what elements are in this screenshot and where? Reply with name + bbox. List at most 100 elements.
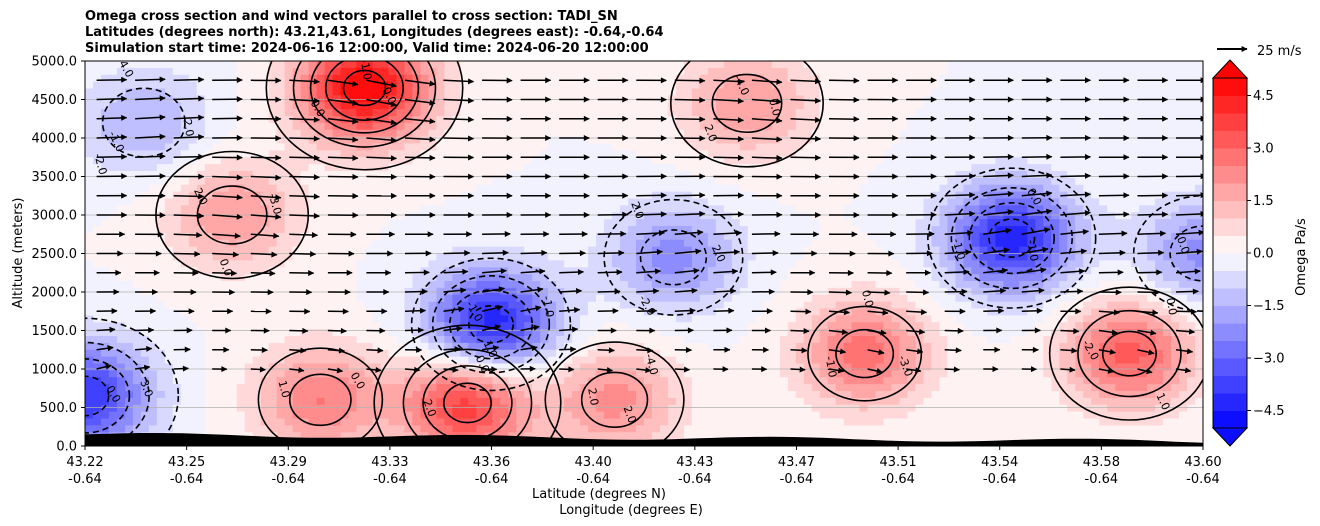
heatmap-cell xyxy=(739,129,749,138)
heatmap-cell xyxy=(252,184,262,193)
heatmap-cell xyxy=(971,81,980,90)
heatmap-cell xyxy=(915,219,925,227)
heatmap-cell xyxy=(452,122,461,131)
heatmap-cell xyxy=(1059,157,1068,165)
heatmap-cell xyxy=(979,129,988,138)
heatmap-cell xyxy=(795,74,805,83)
heatmap-cell xyxy=(444,109,453,117)
heatmap-cell xyxy=(883,281,893,289)
heatmap-cell xyxy=(412,122,421,131)
heatmap-cell xyxy=(508,88,517,96)
heatmap-cell xyxy=(436,67,445,76)
heatmap-cell xyxy=(132,198,142,206)
heatmap-cell xyxy=(1027,205,1036,213)
heatmap-cell xyxy=(1147,143,1156,151)
heatmap-cell xyxy=(180,61,190,69)
heatmap-cell xyxy=(771,61,781,69)
heatmap-cell xyxy=(803,260,813,268)
heatmap-cell xyxy=(979,205,988,213)
heatmap-cell xyxy=(380,129,390,138)
heatmap-cell xyxy=(548,143,557,151)
heatmap-cell xyxy=(1179,205,1188,213)
heatmap-cell xyxy=(172,281,182,289)
heatmap-cell xyxy=(907,129,917,138)
heatmap-cell xyxy=(875,239,885,248)
heatmap-cell xyxy=(124,205,134,213)
heatmap-cell xyxy=(699,102,709,110)
heatmap-cell xyxy=(651,136,661,145)
heatmap-cell xyxy=(220,129,230,138)
heatmap-cell xyxy=(164,116,174,124)
heatmap-cell xyxy=(779,253,789,261)
heatmap-cell xyxy=(252,116,262,124)
heatmap-cell xyxy=(715,136,725,145)
heatmap-cell xyxy=(1187,198,1196,206)
heatmap-cell xyxy=(156,177,166,186)
heatmap-cell xyxy=(268,177,278,186)
heatmap-cell xyxy=(1131,198,1140,206)
heatmap-cell xyxy=(404,184,414,193)
heatmap-cell xyxy=(316,198,326,206)
heatmap-cell xyxy=(260,267,270,275)
heatmap-cell xyxy=(180,109,190,117)
heatmap-cell xyxy=(955,88,965,96)
heatmap-cell xyxy=(699,253,709,261)
heatmap-cell xyxy=(1147,232,1156,241)
heatmap-cell xyxy=(1131,281,1140,289)
heatmap-cell xyxy=(396,219,406,227)
heatmap-cell xyxy=(915,184,925,193)
heatmap-cell xyxy=(644,61,653,69)
heatmap-cell xyxy=(524,81,533,90)
heatmap-cell xyxy=(532,150,541,158)
heatmap-cell xyxy=(779,143,789,151)
heatmap-cell xyxy=(540,81,549,90)
heatmap-cell xyxy=(324,294,334,303)
heatmap-cell xyxy=(348,246,358,255)
heatmap-cell xyxy=(156,260,166,268)
heatmap-cell xyxy=(1099,184,1108,193)
heatmap-cell xyxy=(100,157,110,165)
heatmap-cell xyxy=(444,198,453,206)
heatmap-cell xyxy=(524,260,533,268)
heatmap-cell xyxy=(140,281,150,289)
heatmap-cell xyxy=(883,253,893,261)
heatmap-cell xyxy=(1051,122,1060,131)
heatmap-cell xyxy=(164,184,174,193)
heatmap-cell xyxy=(683,102,693,110)
heatmap-cell xyxy=(172,67,182,76)
heatmap-cell xyxy=(628,294,637,303)
heatmap-cell xyxy=(468,260,477,268)
heatmap-cell xyxy=(659,116,669,124)
heatmap-cell xyxy=(476,198,485,206)
heatmap-cell xyxy=(859,205,869,213)
heatmap-cell xyxy=(300,198,310,206)
heatmap-cell xyxy=(1195,205,1203,213)
heatmap-cell xyxy=(540,198,549,206)
heatmap-cell xyxy=(252,88,262,96)
heatmap-cell xyxy=(620,122,629,131)
heatmap-cell xyxy=(739,116,749,124)
heatmap-cell xyxy=(763,136,773,145)
heatmap-cell xyxy=(1131,191,1140,200)
heatmap-cell xyxy=(580,267,589,275)
heatmap-cell xyxy=(196,301,206,310)
heatmap-cell xyxy=(92,274,102,282)
heatmap-cell xyxy=(787,260,797,268)
heatmap-cell xyxy=(124,81,134,90)
heatmap-cell xyxy=(372,164,382,172)
heatmap-cell xyxy=(340,177,350,186)
heatmap-cell xyxy=(811,253,821,261)
heatmap-cell xyxy=(172,177,182,186)
heatmap-cell xyxy=(1139,226,1148,234)
heatmap-cell xyxy=(715,61,725,69)
heatmap-cell xyxy=(636,177,645,186)
heatmap-cell xyxy=(1179,267,1188,275)
heatmap-cell xyxy=(124,267,134,275)
heatmap-cell xyxy=(1075,205,1084,213)
heatmap-cell xyxy=(1155,157,1164,165)
heatmap-cell xyxy=(124,219,134,227)
heatmap-cell xyxy=(1147,205,1156,213)
heatmap-cell xyxy=(867,232,877,241)
heatmap-cell xyxy=(260,260,270,268)
heatmap-cell xyxy=(612,122,621,131)
